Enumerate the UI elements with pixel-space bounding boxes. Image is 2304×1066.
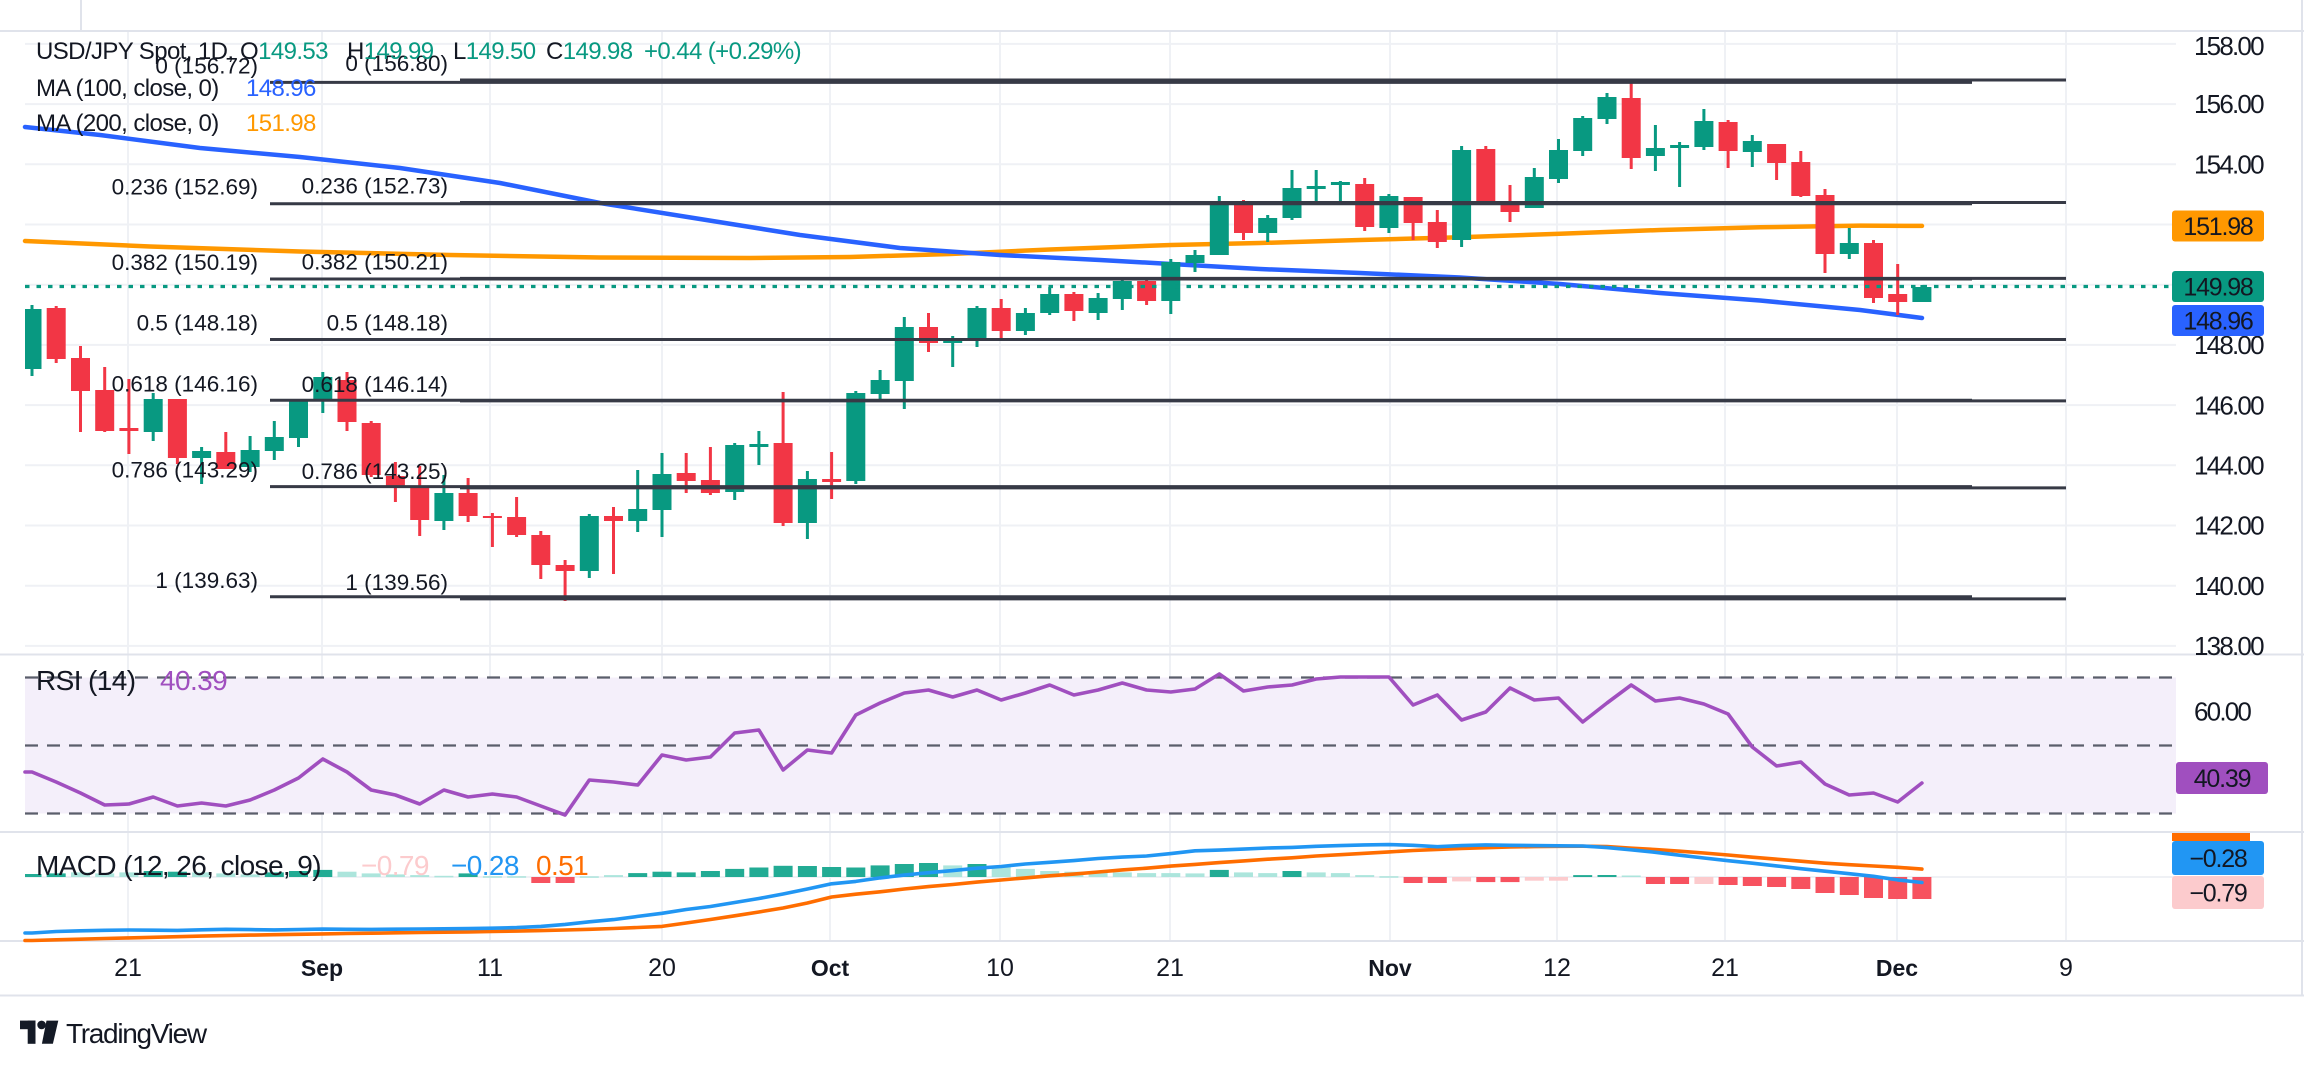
svg-text:−0.28: −0.28 [2189, 845, 2247, 873]
svg-text:151.98: 151.98 [2183, 213, 2253, 241]
svg-text:0.618 (146.16): 0.618 (146.16) [112, 371, 258, 396]
svg-text:142.00: 142.00 [2194, 511, 2264, 541]
svg-text:0.618 (146.14): 0.618 (146.14) [302, 372, 448, 397]
svg-text:144.00: 144.00 [2194, 451, 2264, 481]
svg-text:20: 20 [648, 954, 676, 982]
svg-text:Sep: Sep [301, 955, 343, 981]
svg-text:11: 11 [477, 954, 503, 982]
svg-text:146.00: 146.00 [2194, 390, 2264, 420]
svg-text:Dec: Dec [1876, 955, 1918, 981]
svg-text:1 (139.56): 1 (139.56) [345, 570, 448, 595]
svg-text:0 (156.72): 0 (156.72) [155, 53, 258, 78]
svg-text:−0.79: −0.79 [2189, 880, 2247, 908]
svg-text:0.5 (148.18): 0.5 (148.18) [137, 311, 258, 336]
svg-text:RSI (14)40.39: RSI (14) 40.39 [36, 665, 227, 696]
svg-text:Nov: Nov [1368, 955, 1412, 981]
svg-text:0.786 (143.25): 0.786 (143.25) [302, 459, 448, 484]
svg-text:0 (156.80): 0 (156.80) [345, 51, 448, 76]
svg-text:60.00: 60.00 [2194, 697, 2251, 727]
svg-text:MA (200, close, 0)151.98: MA (200, close, 0) 151.98 [36, 110, 316, 137]
svg-text:MA (100, close, 0)148.96: MA (100, close, 0) 148.96 [36, 75, 316, 102]
svg-text:40.39: 40.39 [2194, 765, 2251, 793]
svg-text:Oct: Oct [811, 955, 850, 981]
svg-text:158.00: 158.00 [2194, 31, 2264, 61]
svg-text:MACD (12, 26, close, 9)−0.79−0: MACD (12, 26, close, 9) −0.79 −0.28 0.51 [36, 850, 588, 881]
svg-text:0.786 (143.29): 0.786 (143.29) [112, 458, 258, 483]
svg-text:0.236 (152.69): 0.236 (152.69) [112, 175, 258, 200]
svg-text:156.00: 156.00 [2194, 89, 2264, 119]
svg-text:138.00: 138.00 [2194, 631, 2264, 661]
svg-text:0.382 (150.19): 0.382 (150.19) [112, 250, 258, 275]
svg-text:154.00: 154.00 [2194, 149, 2264, 179]
svg-text:10: 10 [986, 954, 1014, 982]
svg-text:1 (139.63): 1 (139.63) [155, 568, 258, 593]
svg-text:21: 21 [1711, 954, 1739, 982]
svg-text:149.98: 149.98 [2183, 274, 2253, 302]
svg-text:148.96: 148.96 [2183, 308, 2253, 336]
svg-text:21: 21 [114, 954, 142, 982]
svg-text:0.236 (152.73): 0.236 (152.73) [302, 174, 448, 199]
svg-text:TradingView: TradingView [66, 1018, 208, 1049]
svg-text:21: 21 [1156, 954, 1184, 982]
svg-text:140.00: 140.00 [2194, 571, 2264, 601]
svg-text:9: 9 [2059, 954, 2073, 982]
svg-text:12: 12 [1543, 954, 1571, 982]
svg-text:0.5 (148.18): 0.5 (148.18) [327, 311, 448, 336]
svg-text:0.382 (150.21): 0.382 (150.21) [302, 249, 448, 274]
